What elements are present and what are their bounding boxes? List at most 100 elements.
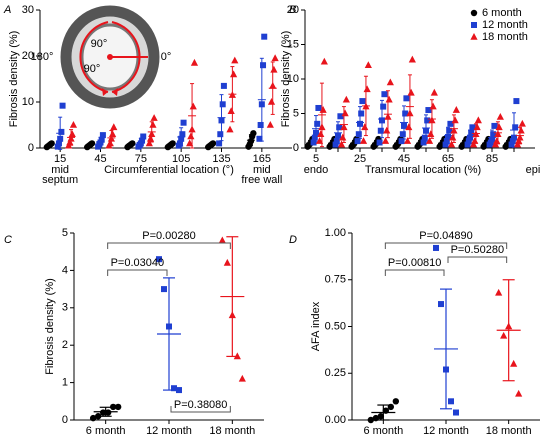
x-note: free wall: [241, 174, 282, 186]
legend-marker: [470, 9, 478, 17]
center-dot: [107, 54, 113, 60]
x-tick-label: 12 month: [146, 425, 192, 437]
p-value: P=0.03040: [111, 257, 165, 269]
point: [98, 136, 105, 143]
point: [385, 95, 393, 103]
point: [469, 124, 476, 131]
y-tick-label: 5: [293, 107, 299, 119]
point: [430, 88, 438, 96]
point: [219, 101, 226, 108]
point: [69, 121, 78, 128]
point: [427, 130, 435, 137]
point: [496, 112, 504, 120]
point: [186, 139, 194, 147]
y-tick-label: 2: [62, 339, 68, 351]
point: [453, 409, 459, 416]
point: [190, 58, 199, 66]
point: [99, 132, 106, 139]
point: [176, 387, 182, 394]
point: [509, 138, 516, 145]
point: [429, 102, 437, 110]
x-tick-label: 5: [313, 153, 319, 165]
point: [512, 124, 519, 131]
point: [217, 131, 224, 138]
point: [171, 385, 177, 392]
point: [424, 117, 431, 124]
point: [493, 137, 501, 144]
point: [337, 113, 344, 120]
panel-letter: B: [289, 4, 296, 16]
inset-label: 90°: [84, 63, 101, 75]
point: [110, 123, 118, 131]
point: [149, 121, 157, 128]
point: [320, 57, 328, 65]
x-note: mid: [51, 164, 69, 176]
y-axis-label: Fibrosis density (%): [44, 278, 56, 375]
point: [161, 286, 167, 293]
point: [448, 398, 454, 405]
point: [500, 331, 508, 339]
point: [59, 102, 66, 109]
point: [513, 98, 520, 105]
point: [468, 129, 475, 136]
point: [364, 61, 372, 68]
y-tick-label: 0.50: [325, 320, 346, 332]
point: [355, 131, 362, 138]
point: [402, 110, 409, 117]
point: [270, 65, 278, 73]
point: [451, 116, 459, 124]
point: [314, 120, 321, 127]
point: [109, 403, 117, 411]
point: [510, 359, 518, 367]
point: [474, 116, 482, 124]
panel-letter: C: [4, 234, 12, 246]
point: [403, 95, 410, 102]
significance-bracket: [447, 256, 508, 263]
point: [495, 123, 503, 131]
point: [108, 130, 117, 137]
y-tick-label: 3: [62, 302, 68, 314]
point: [145, 139, 153, 147]
point: [341, 109, 349, 117]
point: [420, 139, 427, 146]
point: [104, 409, 112, 416]
point: [449, 133, 457, 141]
point: [238, 374, 246, 382]
point: [187, 132, 195, 140]
p-value: P=0.04890: [419, 230, 473, 242]
y-axis-label: Fibrosis density (%): [280, 31, 292, 128]
significance-bracket: [384, 269, 445, 276]
point: [231, 56, 239, 64]
point: [315, 137, 324, 144]
p-value: P=0.50280: [451, 244, 505, 256]
point: [94, 413, 102, 420]
x-tick-label: 18 month: [486, 425, 532, 437]
point: [515, 137, 523, 144]
point: [140, 133, 147, 140]
point: [311, 134, 318, 141]
p-value: P=0.00810: [388, 257, 442, 269]
point: [332, 141, 339, 148]
point: [518, 119, 526, 127]
arrow-head: [112, 88, 118, 96]
point: [218, 236, 226, 244]
y-tick-label: 4: [62, 264, 68, 276]
heart-inset: [60, 5, 160, 109]
panel-letter: D: [289, 234, 297, 246]
point: [421, 134, 428, 141]
point: [358, 110, 365, 117]
x-note: septum: [42, 174, 78, 186]
x-tick-label: 135: [212, 153, 230, 165]
point: [319, 106, 327, 113]
y-axis-label: Fibrosis density (%): [8, 31, 20, 128]
y-tick-label: 5: [62, 227, 68, 239]
point: [433, 244, 439, 251]
point: [333, 138, 340, 145]
point: [315, 104, 322, 111]
point: [339, 133, 347, 141]
point: [180, 119, 187, 126]
point: [336, 124, 343, 131]
y-tick-label: 10: [287, 73, 299, 85]
point: [216, 140, 223, 147]
point: [377, 127, 384, 134]
